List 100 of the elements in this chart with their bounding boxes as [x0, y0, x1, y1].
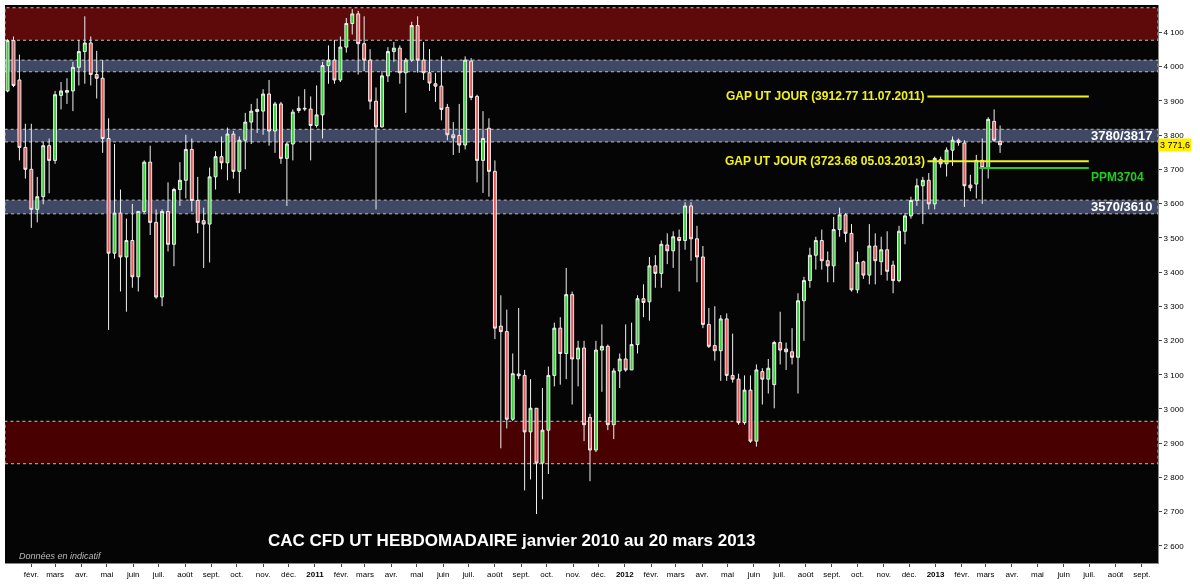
x-tick-label: mai	[721, 569, 735, 579]
candlestick	[903, 212, 907, 245]
candlestick	[403, 57, 408, 114]
ref-line-label: GAP UT JOUR (3723.68 05.03.2013)	[725, 154, 925, 168]
x-tick-label: juin	[435, 569, 450, 579]
candlestick	[819, 229, 824, 271]
candlestick	[76, 39, 81, 86]
candlestick	[142, 159, 147, 214]
candlestick	[712, 305, 717, 362]
candlestick	[451, 121, 456, 156]
candlestick	[302, 88, 307, 112]
candlestick	[172, 187, 176, 267]
candlestick	[487, 117, 491, 198]
y-tick-label: 2 600	[1163, 541, 1185, 551]
x-tick-label: 2013	[926, 569, 945, 579]
x-tick-label: mars	[46, 569, 64, 579]
candlestick	[189, 138, 194, 212]
candlestick	[593, 340, 598, 453]
y-tick-label: 3 600	[1163, 199, 1185, 209]
x-tick-label: avr.	[384, 569, 398, 579]
candlestick	[879, 236, 884, 276]
candlestick	[290, 108, 295, 161]
candlestick	[891, 260, 896, 294]
candlestick	[469, 57, 474, 101]
candlestick	[278, 101, 283, 165]
candlestick	[914, 178, 919, 207]
x-tick-label: févr.	[643, 569, 659, 579]
x-tick-label: juil.	[772, 569, 786, 579]
candlestick	[671, 230, 676, 269]
y-tick-label: 3 000	[1163, 404, 1185, 414]
candlestick	[344, 17, 349, 54]
candlestick	[796, 292, 800, 395]
x-tick-label: mai	[1030, 569, 1045, 579]
candlestick	[356, 10, 361, 75]
candlestick	[65, 77, 69, 105]
y-tick-label: 2 900	[1163, 438, 1185, 448]
y-tick-label: 4 000	[1163, 62, 1185, 72]
x-tick-label: févr.	[333, 569, 349, 579]
candlestick	[481, 110, 485, 194]
candlestick	[831, 216, 836, 283]
candlestick	[766, 358, 771, 395]
x-tick-label: mars	[976, 569, 995, 579]
candlestick	[35, 176, 40, 223]
candlestick	[243, 112, 248, 170]
x-tick-label: oct.	[230, 569, 244, 579]
candlestick	[724, 312, 729, 382]
candlestick	[160, 208, 165, 307]
candlestick	[558, 316, 563, 386]
candlestick	[284, 141, 289, 207]
candlestick	[665, 232, 670, 265]
x-tick-label: mai	[410, 569, 424, 579]
x-tick-label: nov.	[255, 569, 271, 579]
candlestick	[70, 61, 75, 112]
y-tick-label: 3 800	[1163, 130, 1185, 140]
x-tick-label: nov.	[565, 569, 581, 579]
candlestick	[807, 247, 812, 289]
candlestick	[576, 340, 581, 387]
x-tick-label: avr.	[1005, 569, 1019, 579]
candlestick	[718, 314, 723, 382]
candlestick	[599, 323, 604, 393]
candlestick	[177, 161, 182, 207]
candlestick	[659, 240, 664, 289]
x-tick-label: avr.	[695, 569, 709, 579]
x-tick-label: juin	[1056, 569, 1070, 579]
candlestick	[498, 294, 503, 449]
candlestick	[510, 352, 515, 422]
x-tick-label: févr.	[23, 569, 39, 579]
x-tick-label: sept.	[202, 569, 220, 579]
candlestick	[873, 232, 878, 285]
candlestick	[813, 236, 818, 271]
y-tick-label: 3 100	[1163, 370, 1185, 380]
x-tick-label: avr.	[74, 569, 88, 579]
candlestick	[261, 88, 266, 136]
candlestick	[267, 79, 272, 147]
candlestick	[397, 44, 402, 85]
x-tick-label: déc.	[590, 569, 607, 579]
candlestick	[475, 94, 480, 183]
candlestick	[772, 340, 777, 409]
candlestick	[29, 123, 34, 229]
y-tick-label: 3 700	[1163, 165, 1185, 175]
annotation: 3 771,6	[1160, 140, 1191, 150]
candlestick	[980, 138, 985, 205]
candlestick	[374, 87, 378, 210]
candlestick	[362, 15, 367, 72]
candlestick	[825, 250, 830, 283]
candlestick	[611, 367, 616, 440]
x-tick-label: août	[1107, 569, 1125, 579]
x-tick-label: mars	[356, 569, 374, 579]
x-tick-label: juil.	[1082, 569, 1096, 579]
candlestick	[82, 15, 87, 85]
y-tick-label: 3 500	[1163, 233, 1185, 243]
candlestick	[249, 103, 254, 145]
candlestick	[368, 48, 373, 110]
candlestick	[926, 172, 931, 210]
band-label: 3570/3610	[1091, 199, 1153, 214]
y-tick-label: 2 700	[1163, 507, 1185, 517]
x-tick-label: sept.	[823, 569, 841, 579]
ref-line-label: GAP UT JOUR (3912.77 11.07.2011)	[726, 89, 925, 103]
ref-line-label: PPM3704	[1091, 170, 1145, 184]
band-label: 3780/3817	[1091, 128, 1153, 143]
